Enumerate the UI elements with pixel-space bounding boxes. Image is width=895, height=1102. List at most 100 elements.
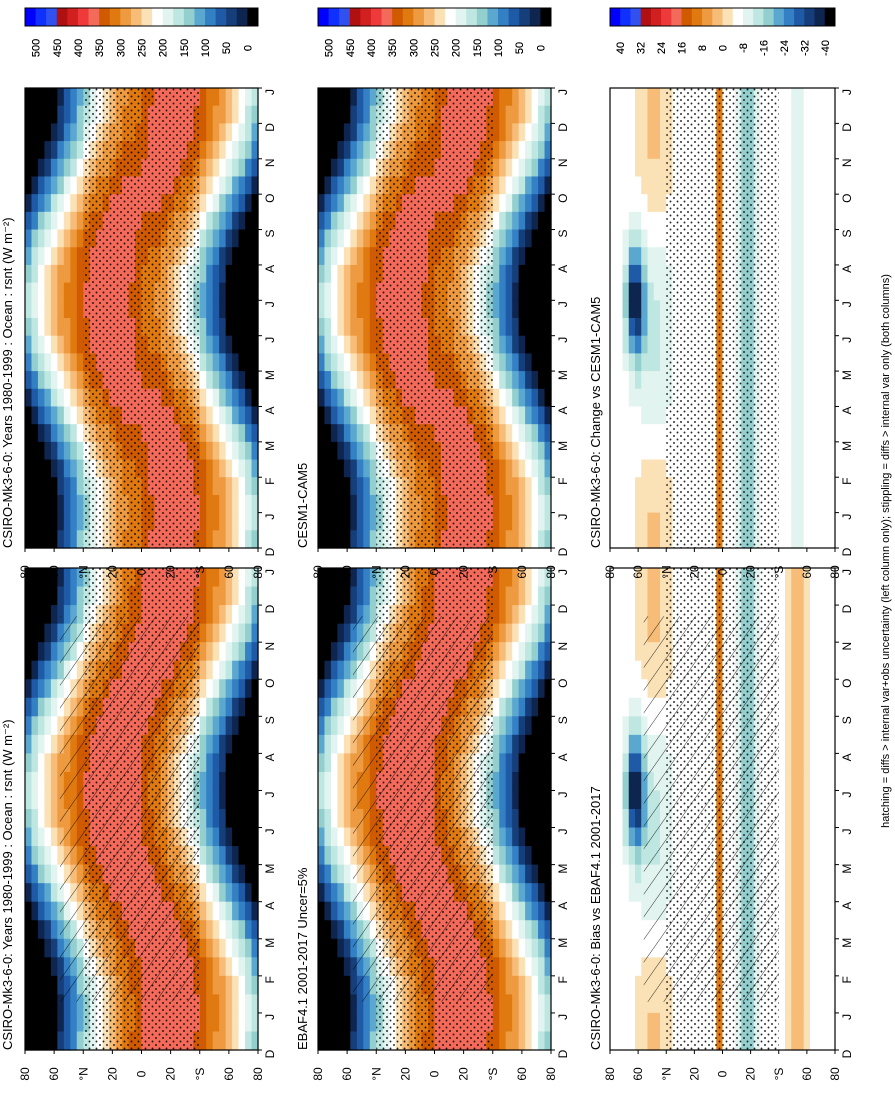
field-cell (63, 605, 71, 625)
field-cell (797, 864, 805, 884)
field-cell (63, 211, 71, 231)
field-cell (31, 994, 39, 1014)
field-cell (25, 827, 33, 847)
field-cell (492, 105, 500, 124)
field-cell (512, 459, 520, 478)
field-cell (225, 300, 233, 319)
field-cell (245, 660, 253, 680)
field-cell (512, 975, 520, 995)
colorbar-label: 100 (200, 39, 212, 57)
field-cell (797, 901, 805, 921)
field-cell (525, 642, 533, 662)
field-cell (641, 994, 649, 1014)
field-cell (25, 753, 33, 773)
field-cell (525, 105, 533, 124)
field-cell (318, 477, 326, 496)
field-cell (31, 141, 39, 160)
field-cell (538, 753, 546, 773)
field-cell (492, 883, 500, 903)
field-cell (44, 846, 52, 866)
field-cell (44, 176, 52, 195)
field-cell (518, 864, 526, 884)
field-cell (225, 864, 233, 884)
field-cell (544, 846, 552, 866)
field-cell (350, 264, 358, 284)
field-cell (44, 1031, 52, 1051)
field-cell (63, 1012, 71, 1033)
field-cell (318, 424, 326, 443)
lat-tick-label: 20 (164, 1067, 178, 1081)
field-cell (810, 605, 817, 625)
field-cell (31, 660, 39, 680)
field-cell (44, 790, 52, 810)
field-cell (63, 441, 71, 461)
colorbar-swatch (46, 8, 58, 26)
field-cell (251, 176, 259, 195)
field-cell (531, 679, 539, 699)
field-cell (505, 660, 513, 680)
field-cell (610, 734, 617, 754)
colorbar-label: 450 (345, 39, 357, 57)
field-cell (816, 734, 824, 754)
field-cell (518, 846, 526, 866)
field-cell (44, 771, 52, 792)
field-cell (822, 790, 830, 810)
field-cell (76, 353, 84, 372)
field-cell (343, 716, 351, 736)
field-cell (544, 790, 552, 810)
field-cell (31, 406, 39, 425)
field-cell (324, 1031, 332, 1051)
field-cell (219, 264, 227, 284)
field-cell (369, 318, 377, 337)
month-tick-label: J (556, 1014, 570, 1020)
field-cell (505, 1012, 513, 1033)
field-cell (363, 141, 371, 160)
field-cell (505, 105, 513, 124)
field-cell (330, 771, 339, 792)
field-cell (63, 318, 71, 337)
field-cell (369, 300, 377, 319)
field-cell (318, 827, 326, 847)
field-cell (610, 660, 617, 680)
field-cell (245, 623, 253, 643)
field-cell (538, 194, 546, 213)
field-cell (330, 975, 339, 995)
field-cell (797, 920, 805, 940)
field-cell (44, 716, 52, 736)
field-cell (512, 938, 520, 958)
field-cell (238, 282, 246, 301)
field-cell (828, 623, 836, 643)
month-tick-label: M (556, 864, 570, 874)
field-cell (76, 1031, 84, 1051)
field-cell (206, 424, 214, 443)
field-cell (70, 247, 78, 266)
field-cell (828, 586, 836, 606)
field-cell (25, 141, 33, 160)
field-cell (350, 424, 358, 443)
field-cell (538, 88, 546, 107)
field-cell (330, 158, 339, 178)
field-cell (641, 1012, 649, 1033)
field-cell (219, 623, 227, 643)
field-cell (538, 424, 546, 443)
field-cell (25, 1031, 33, 1051)
field-cell (238, 920, 246, 940)
field-cell (337, 883, 345, 903)
field-cell (791, 938, 799, 958)
field-cell (232, 494, 240, 514)
field-cell (356, 424, 364, 443)
field-cell (778, 938, 786, 958)
field-cell (778, 716, 786, 736)
field-cell (803, 975, 811, 995)
field-cell (337, 335, 345, 354)
field-cell (616, 920, 624, 940)
field-cell (199, 176, 207, 195)
field-cell (238, 642, 246, 662)
field-cell (531, 809, 539, 829)
field-cell (318, 846, 326, 866)
colorbar-swatch (370, 8, 382, 26)
field-cell (37, 282, 46, 301)
field-cell (25, 406, 33, 425)
field-cell (512, 88, 520, 107)
field-cell (369, 158, 377, 178)
